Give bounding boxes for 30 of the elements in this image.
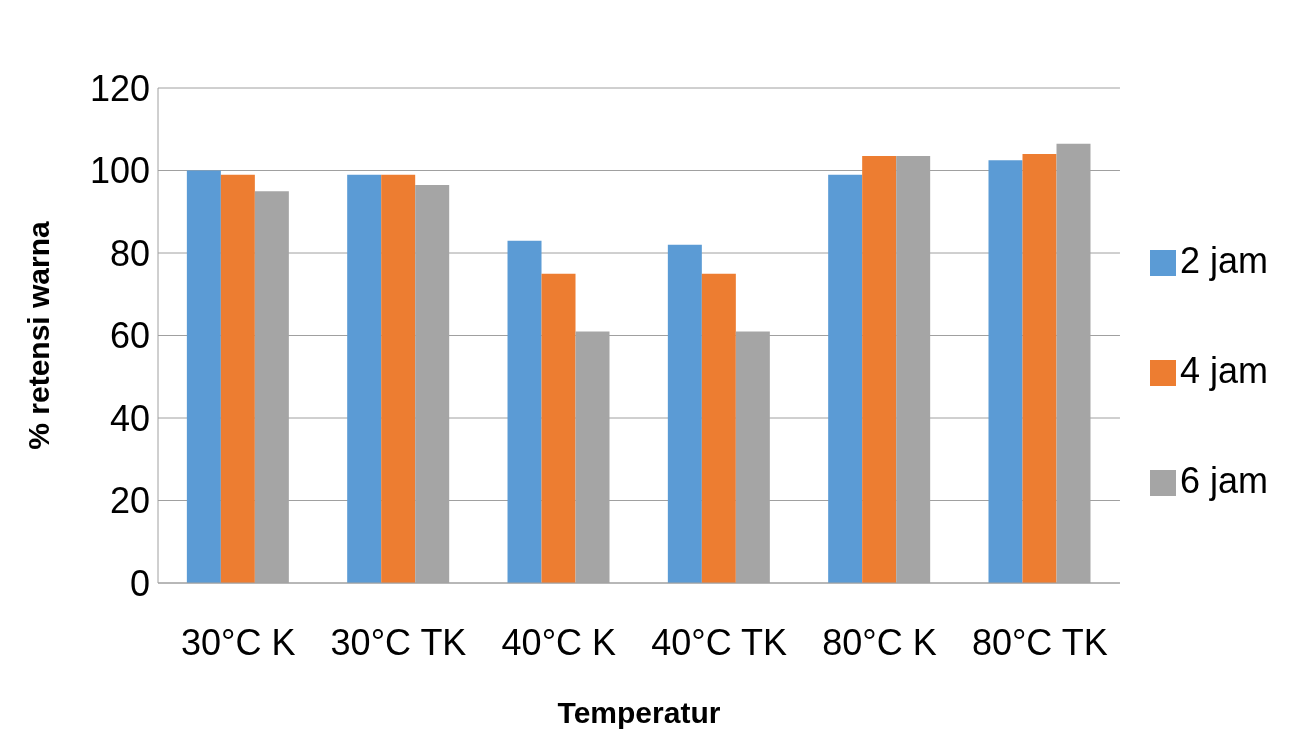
legend-label: 4 jam <box>1179 349 1268 391</box>
bar <box>507 240 542 583</box>
bar <box>541 273 576 583</box>
y-tick-label: 60 <box>109 315 150 357</box>
x-tick-label: 30°C K <box>180 621 296 663</box>
y-tick-label: 100 <box>89 150 150 192</box>
bar <box>701 273 736 583</box>
bar <box>220 174 255 583</box>
legend-label: 6 jam <box>1179 459 1268 501</box>
bar <box>381 174 416 583</box>
y-axis-title: % retensi warna <box>21 220 55 450</box>
x-tick-label: 40°C TK <box>651 621 788 663</box>
x-tick-label: 80°C TK <box>971 621 1108 663</box>
x-tick-label: 80°C K <box>822 621 937 663</box>
y-tick-label: 20 <box>109 480 150 522</box>
bar <box>828 174 863 583</box>
y-tick-label: 0 <box>129 562 150 604</box>
x-tick-label: 30°C TK <box>330 621 467 663</box>
bar <box>347 174 382 583</box>
x-tick-label: 40°C K <box>501 621 617 663</box>
legend-label: 2 jam <box>1179 239 1268 281</box>
bar <box>186 170 221 583</box>
x-axis-title: Temperatur <box>557 696 721 729</box>
bar <box>862 156 897 583</box>
y-tick-label: 120 <box>89 67 150 109</box>
y-tick-label: 80 <box>109 232 150 274</box>
bar <box>1022 154 1057 583</box>
y-tick-label: 40 <box>109 397 150 439</box>
bar <box>988 160 1023 583</box>
bar <box>667 244 702 583</box>
